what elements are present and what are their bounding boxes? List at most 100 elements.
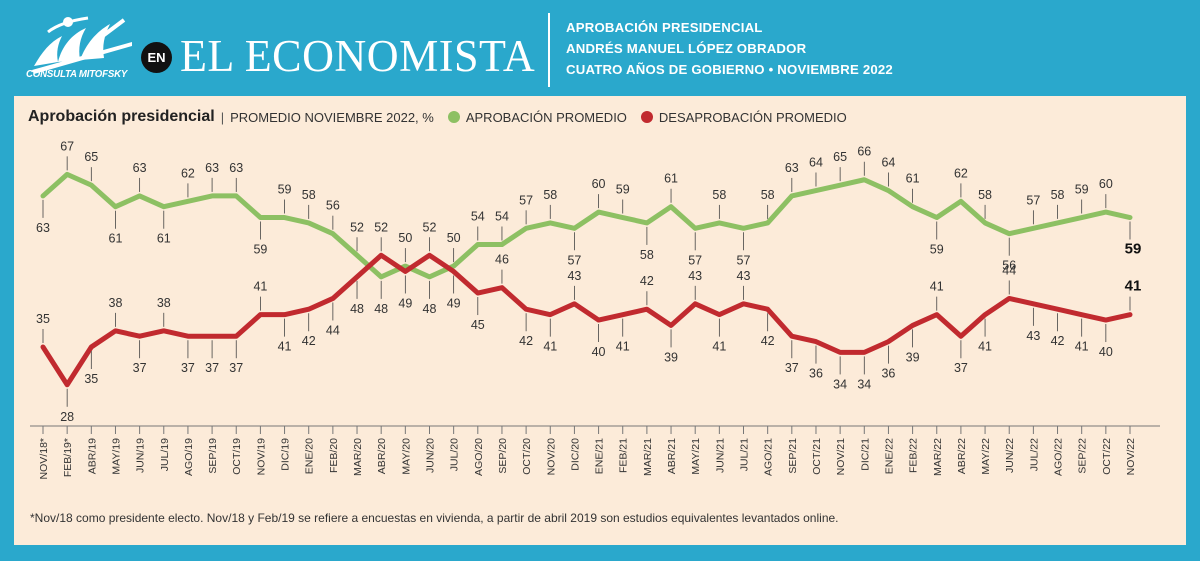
disapproval-data-label: 42	[761, 334, 775, 348]
disapproval-data-label: 39	[664, 350, 678, 364]
disapproval-data-label: 43	[737, 269, 751, 283]
disapproval-data-label: 35	[36, 312, 50, 326]
x-tick-label: ENE/21	[594, 438, 606, 474]
approval-data-label: 52	[350, 220, 364, 234]
x-tick-label: ABR/21	[666, 438, 678, 474]
disapproval-data-label: 44	[326, 323, 340, 337]
approval-data-label: 58	[761, 188, 775, 202]
header-line-3: CUATRO AÑOS DE GOBIERNO • NOVIEMBRE 2022	[566, 62, 893, 77]
x-tick-label: OCT/19	[231, 438, 243, 475]
approval-data-label: 57	[737, 253, 751, 267]
approval-data-label: 60	[1099, 177, 1113, 191]
disapproval-data-label: 41	[253, 280, 267, 294]
disapproval-data-label: 44	[1002, 263, 1016, 277]
disapproval-data-label: 41	[616, 340, 630, 354]
x-tick-label: JUN/19	[135, 438, 147, 473]
legend-disapproval-label: DESAPROBACIÓN PROMEDIO	[658, 109, 847, 125]
approval-data-label: 65	[84, 150, 98, 164]
x-tick-label: JUN/20	[424, 438, 436, 473]
x-tick-label: JUN/22	[1004, 438, 1016, 473]
x-tick-label: FEB/21	[618, 438, 630, 473]
header-line-2: ANDRÉS MANUEL LÓPEZ OBRADOR	[566, 41, 807, 56]
disapproval-data-label: 49	[447, 296, 461, 310]
data-labels: 63 35 67 28 65 35 61 38 63 37 61 38 62 37 63 37 63 37 59 41…	[36, 139, 1141, 423]
disapproval-data-label: 40	[1099, 345, 1113, 359]
approval-data-label: 59	[1125, 241, 1142, 258]
chart-header-row: Aprobación presidencial | PROMEDIO NOVIEMB…	[28, 108, 847, 126]
disapproval-data-label: 43	[688, 269, 702, 283]
x-axis	[30, 425, 1160, 434]
approval-data-label: 54	[495, 209, 509, 223]
disapproval-data-label: 41	[712, 340, 726, 354]
disapproval-data-label: 41	[1075, 340, 1089, 354]
x-tick-label: NOV/20	[545, 438, 557, 476]
disapproval-data-label: 42	[519, 334, 533, 348]
approval-data-label: 63	[133, 161, 147, 175]
disapproval-data-label: 41	[278, 340, 292, 354]
legend-disapproval-swatch	[640, 111, 653, 123]
x-tick-label: ABR/22	[956, 438, 968, 474]
approval-data-label: 54	[471, 209, 485, 223]
approval-data-label: 63	[36, 221, 50, 235]
x-tick-label: SEP/22	[1077, 438, 1089, 474]
disapproval-data-label: 37	[954, 361, 968, 375]
approval-data-label: 50	[447, 231, 461, 245]
approval-data-label: 58	[302, 188, 316, 202]
approval-data-label: 59	[616, 183, 630, 197]
disapproval-data-label: 34	[857, 377, 871, 391]
x-tick-label: MAY/20	[400, 438, 412, 475]
approval-data-label: 61	[906, 172, 920, 186]
approval-data-label: 62	[181, 166, 195, 180]
x-tick-label: DIC/21	[859, 438, 871, 471]
x-tick-label: ENE/20	[304, 438, 316, 474]
approval-data-label: 58	[640, 248, 654, 262]
x-tick-label: MAR/22	[932, 438, 944, 476]
x-tick-label: OCT/20	[521, 438, 533, 475]
disapproval-data-label: 37	[785, 361, 799, 375]
disapproval-data-label: 41	[978, 340, 992, 354]
x-tick-label: NOV/22	[1125, 438, 1137, 476]
disapproval-data-label: 37	[205, 361, 219, 375]
approval-data-label: 61	[157, 232, 171, 246]
title-separator: |	[220, 109, 225, 125]
approval-data-label: 50	[398, 231, 412, 245]
disapproval-data-label: 34	[833, 377, 847, 391]
x-tick-label: MAR/20	[352, 438, 364, 476]
disapproval-data-label: 49	[398, 296, 412, 310]
x-tick-label: NOV/18*	[38, 438, 50, 479]
approval-line	[40, 171, 1133, 280]
disapproval-data-label: 42	[1051, 334, 1065, 348]
approval-data-label: 67	[60, 139, 74, 153]
disapproval-data-label: 52	[423, 220, 437, 234]
x-tick-label: AGO/19	[183, 438, 195, 476]
approval-data-label: 63	[229, 161, 243, 175]
disapproval-data-label: 38	[157, 296, 171, 310]
approval-data-label: 59	[253, 243, 267, 257]
approval-data-label: 59	[930, 243, 944, 257]
approval-data-label: 57	[519, 193, 533, 207]
disapproval-data-label: 28	[60, 410, 74, 424]
disapproval-data-label: 41	[1125, 278, 1142, 295]
disapproval-line	[40, 252, 1133, 388]
disapproval-data-label: 40	[592, 345, 606, 359]
x-tick-label: ENE/22	[883, 438, 895, 474]
disapproval-data-label: 52	[374, 220, 388, 234]
logo-text: CONSULTA MITOFSKY	[26, 68, 128, 80]
consulta-mitofsky-logo-icon	[32, 16, 132, 74]
chart-title: Aprobación presidencial	[28, 108, 215, 125]
x-tick-label: OCT/21	[811, 438, 823, 475]
approval-data-label: 58	[1051, 188, 1065, 202]
x-tick-labels: NOV/18* FEB/19* ABR/19 MAY/19 JUN/19 JUL/19 AG…	[38, 438, 1137, 480]
approval-data-label: 57	[688, 253, 702, 267]
x-tick-label: AGO/21	[763, 438, 775, 476]
approval-data-label: 58	[978, 188, 992, 202]
disapproval-data-label: 36	[881, 367, 895, 381]
x-tick-label: AGO/20	[473, 438, 485, 476]
x-tick-label: DIC/20	[569, 438, 581, 471]
legend-approval-swatch	[447, 111, 460, 123]
x-tick-label: SEP/21	[787, 438, 799, 474]
approval-data-label: 65	[833, 150, 847, 164]
chart-subtitle: PROMEDIO NOVIEMBRE 2022, %	[230, 109, 434, 125]
approval-data-label: 58	[543, 188, 557, 202]
